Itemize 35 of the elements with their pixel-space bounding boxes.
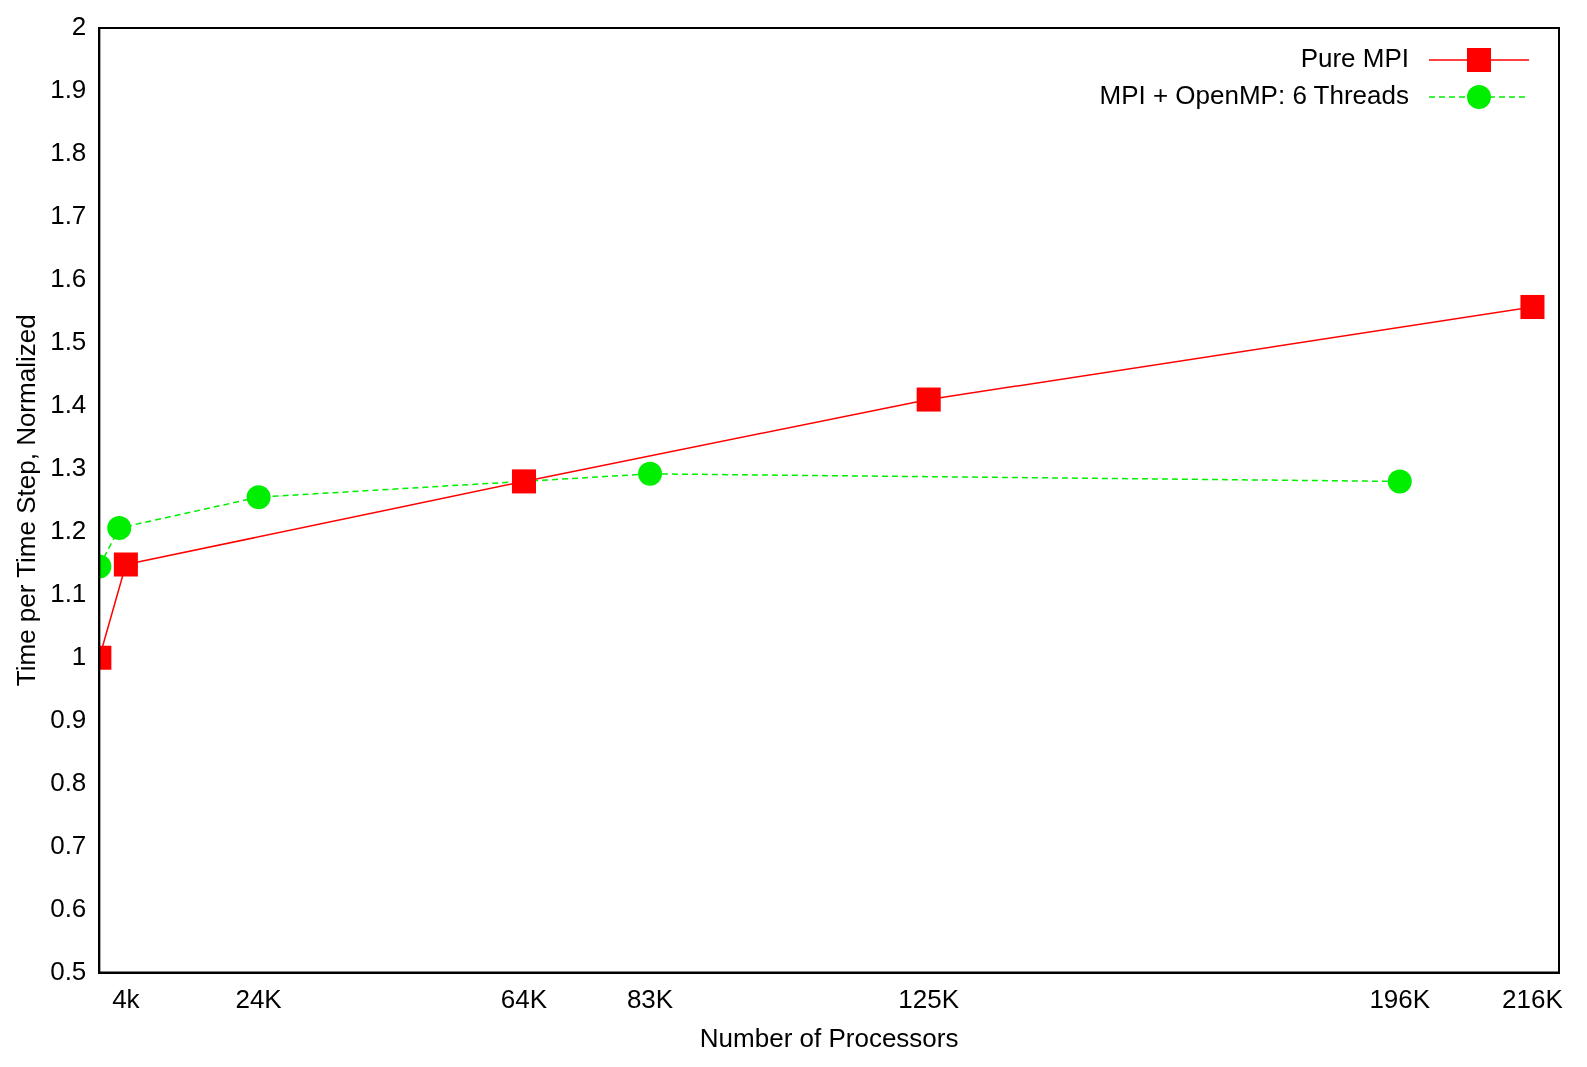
legend-label: Pure MPI (1300, 43, 1409, 74)
x-tick-label: 24K (235, 984, 283, 1015)
y-tick-label: 0.7 (50, 829, 87, 860)
y-tick-label: 1.3 (50, 451, 87, 482)
x-tick-label: 4k (112, 984, 141, 1015)
x-tick-label: 216K (1502, 984, 1564, 1015)
y-tick-label: 0.5 (50, 955, 87, 986)
point (246, 485, 271, 510)
x-tick-label: 83K (626, 984, 674, 1015)
y-tick-label: 1.9 (50, 74, 87, 105)
y-tick-label: 0.8 (50, 766, 87, 797)
point (916, 387, 941, 412)
point (107, 516, 132, 541)
y-tick-label: 2 (71, 11, 87, 42)
point (511, 469, 536, 494)
point (1387, 469, 1412, 494)
y-tick-label: 1.8 (50, 137, 87, 168)
y-tick-label: 0.6 (50, 892, 87, 923)
y-tick-label: 1.1 (50, 577, 87, 608)
y-axis-title: Time per Time Step, Normalized (10, 314, 41, 687)
x-tick-label: 125K (898, 984, 960, 1015)
x-tick-label: 196K (1369, 984, 1431, 1015)
x-axis-title: Number of Processors (699, 1022, 959, 1053)
y-tick-label: 1 (71, 640, 87, 671)
point (113, 552, 138, 577)
y-tick-label: 0.9 (50, 703, 87, 734)
x-tick-label: 64K (500, 984, 548, 1015)
y-tick-label: 1.7 (50, 200, 87, 231)
y-tick-label: 1.2 (50, 514, 87, 545)
point (638, 461, 663, 486)
point (1520, 294, 1545, 319)
y-tick-label: 1.4 (50, 389, 87, 420)
y-tick-label: 1.6 (50, 263, 87, 294)
y-tick-label: 1.5 (50, 326, 87, 357)
legend-label: MPI + OpenMP: 6 Threads (1099, 80, 1409, 111)
